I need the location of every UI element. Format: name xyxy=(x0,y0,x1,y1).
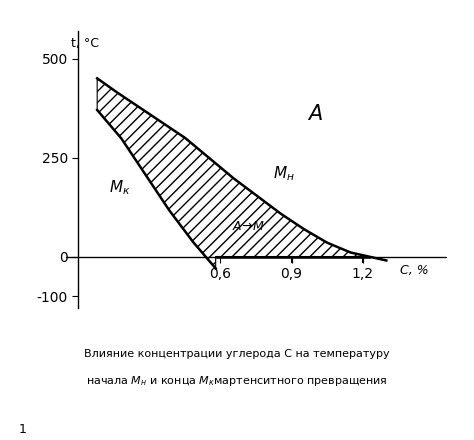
Text: 1: 1 xyxy=(19,422,27,436)
Text: начала $M_{н}$ и конца $M_{к}$мартенситного превращения: начала $M_{н}$ и конца $M_{к}$мартенситн… xyxy=(86,374,388,388)
Text: Влияние концентрации углерода C на температуру: Влияние концентрации углерода C на темпе… xyxy=(84,349,390,359)
Text: C, %: C, % xyxy=(401,264,429,278)
Text: $M_{к}$: $M_{к}$ xyxy=(109,178,130,197)
Text: A: A xyxy=(308,104,322,124)
Text: $A\!\rightarrow\!M$: $A\!\rightarrow\!M$ xyxy=(232,220,265,233)
Text: $M_{н}$: $M_{н}$ xyxy=(273,164,294,183)
Polygon shape xyxy=(97,78,386,268)
Text: t, °C: t, °C xyxy=(71,37,99,50)
